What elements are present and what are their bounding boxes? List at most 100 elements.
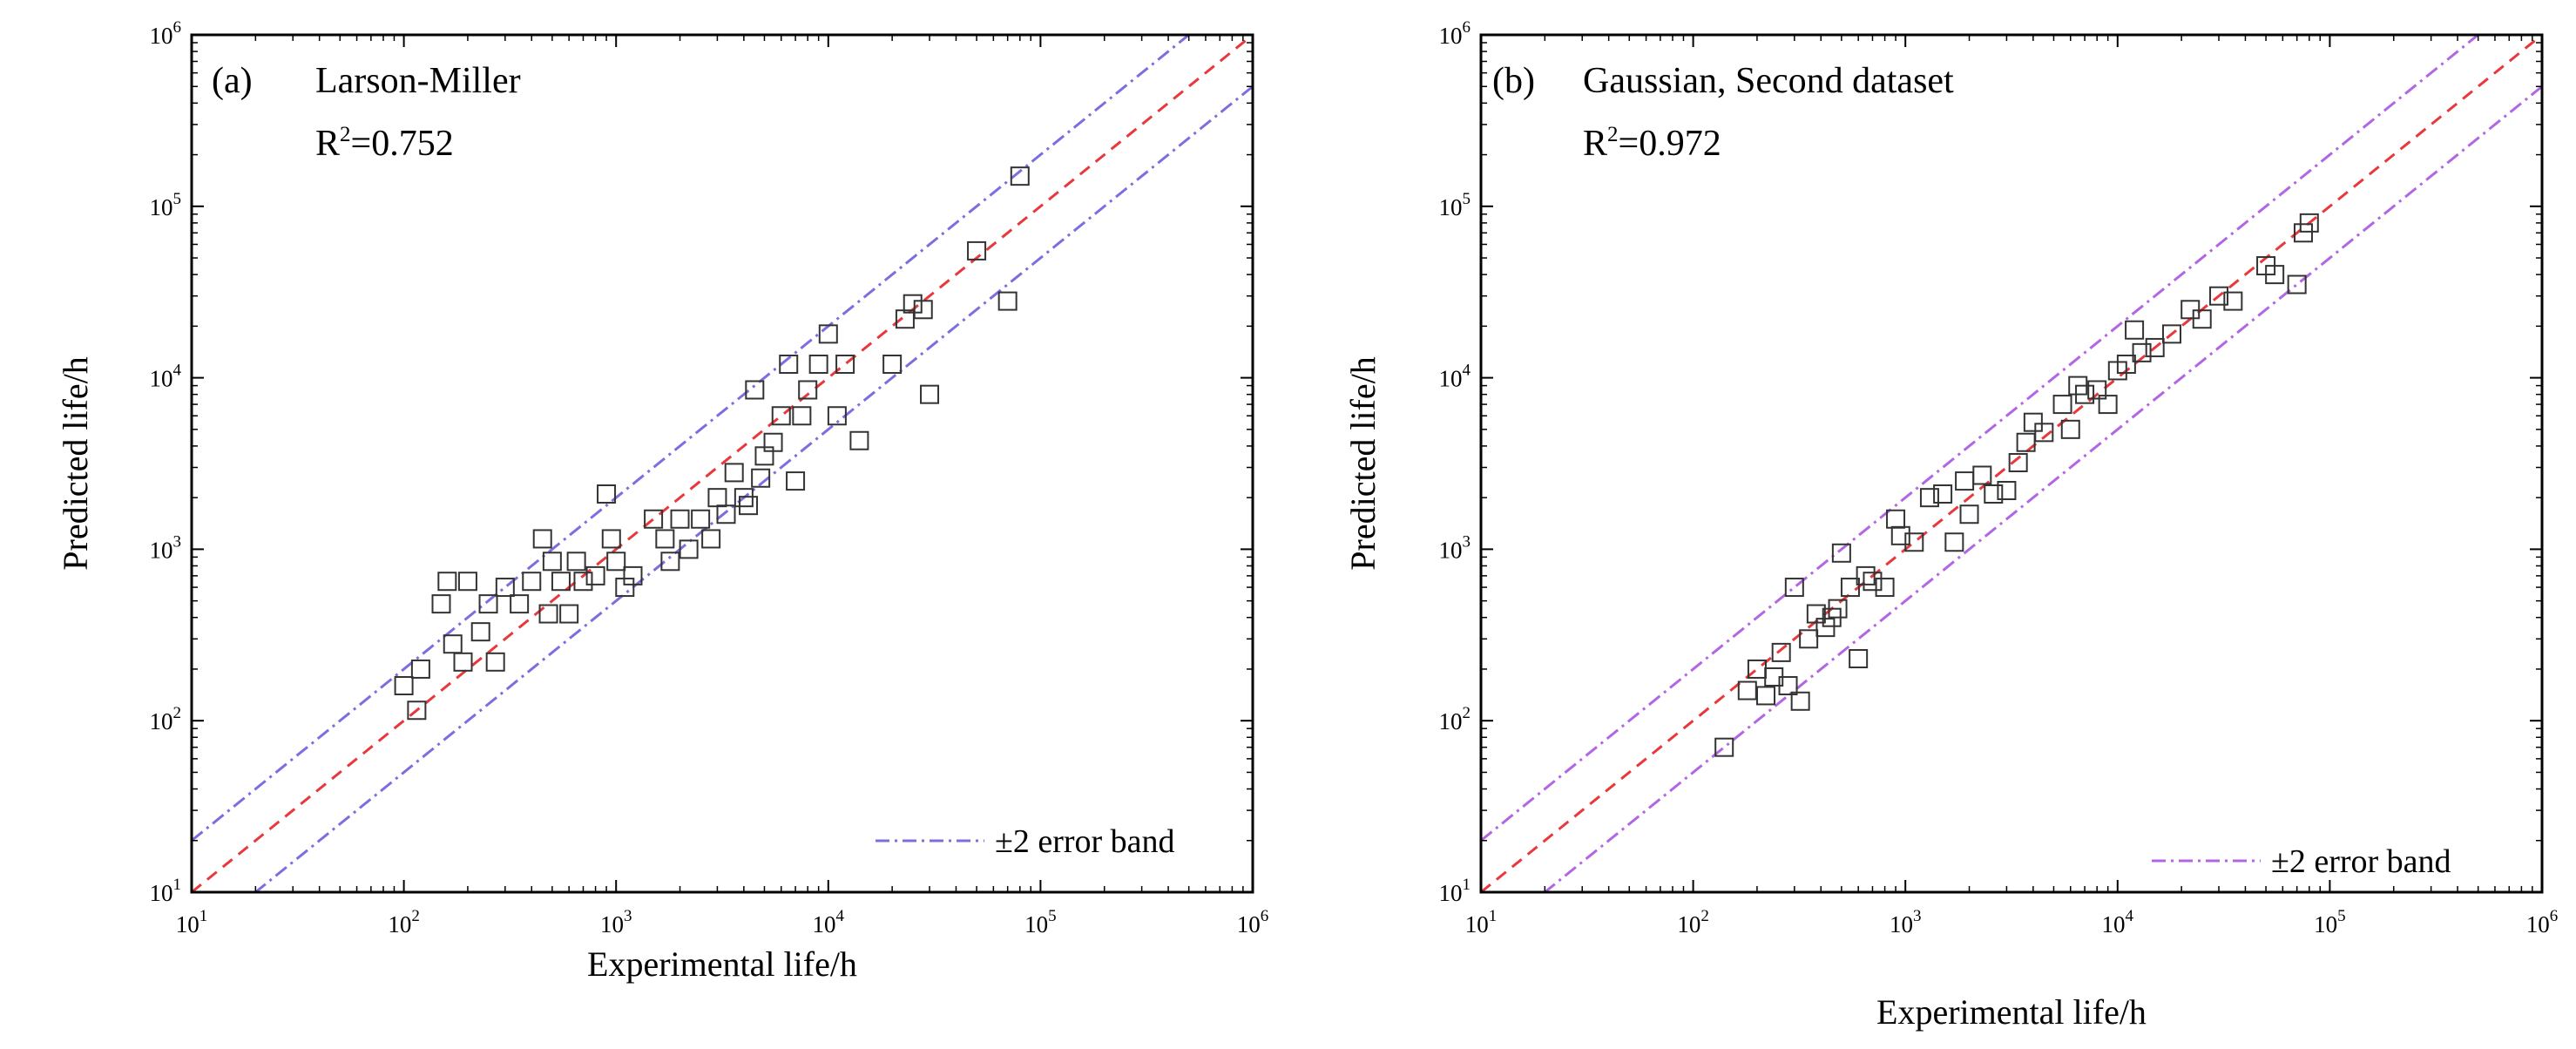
x-axis-title: Experimental life/h <box>1876 992 2147 1032</box>
data-point <box>585 565 605 585</box>
reference-lines <box>1481 35 2542 892</box>
y-axis-title: Predicted life/h <box>56 356 95 570</box>
data-point <box>470 622 490 642</box>
data-point <box>1790 691 1810 711</box>
data-point <box>559 604 579 624</box>
data-point <box>2075 384 2095 404</box>
data-point <box>542 552 562 572</box>
data-point <box>920 384 940 404</box>
data-point <box>1831 543 1851 563</box>
data-point <box>1984 484 2004 504</box>
data-point <box>495 578 515 598</box>
data-point <box>2034 423 2054 443</box>
data-point <box>1904 532 1924 552</box>
data-point <box>1778 676 1798 696</box>
data-points <box>1714 213 2319 757</box>
data-point <box>751 468 771 488</box>
data-point <box>2008 452 2028 472</box>
data-point <box>2145 337 2165 357</box>
data-point <box>670 509 690 529</box>
data-point <box>967 240 987 261</box>
x-tick-label: 106 <box>2526 907 2559 937</box>
data-point <box>1959 504 1979 524</box>
data-point <box>522 572 542 592</box>
data-point <box>2265 265 2285 285</box>
data-point <box>1756 686 1776 706</box>
reference-lines <box>192 35 1253 892</box>
panel-label: (b) <box>1492 61 1535 101</box>
y-tick-label: 104 <box>150 362 182 392</box>
data-point <box>1849 649 1869 669</box>
data-point <box>2192 309 2212 329</box>
data-point <box>407 700 427 721</box>
x-axis-title: Experimental life/h <box>587 944 857 984</box>
data-point <box>818 324 838 344</box>
identity-line <box>192 35 1253 892</box>
data-point <box>1815 618 1836 638</box>
data-point <box>551 572 571 592</box>
data-point <box>644 509 664 529</box>
data-point <box>2223 291 2243 311</box>
data-point <box>2023 412 2043 432</box>
x-tick-label: 105 <box>1024 907 1057 937</box>
error-band-lower <box>1542 85 2542 892</box>
data-point <box>745 380 765 400</box>
error-band-upper <box>192 35 1192 842</box>
data-point <box>2293 223 2313 243</box>
model-name: Gaussian, Second dataset <box>1583 61 1954 101</box>
data-point <box>2060 419 2080 439</box>
data-point <box>478 594 498 614</box>
data-point <box>1863 572 1883 592</box>
x-tick-label: 102 <box>388 907 420 937</box>
data-point <box>882 355 903 375</box>
data-point <box>798 380 818 400</box>
data-point <box>1856 565 1876 585</box>
data-point <box>1784 578 1804 598</box>
x-tick-label: 102 <box>1677 907 1709 937</box>
model-name: Larson-Miller <box>315 61 521 101</box>
data-point <box>660 552 680 572</box>
y-tick-label: 103 <box>1439 532 1471 563</box>
data-point <box>1840 578 1860 598</box>
r-squared: R2=0.752 <box>315 123 454 164</box>
data-point <box>1010 166 1030 186</box>
data-point <box>2161 324 2181 344</box>
data-point <box>457 572 477 592</box>
data-point <box>410 659 430 679</box>
x-tick-label: 104 <box>813 907 845 937</box>
data-point <box>1828 599 1848 619</box>
data-point <box>997 291 1018 311</box>
data-point <box>691 509 711 529</box>
data-point <box>1737 680 1757 700</box>
data-point <box>1997 481 2017 501</box>
y-tick-label: 102 <box>150 704 182 734</box>
r-squared: R2=0.972 <box>1583 123 1721 164</box>
legend-label: ±2 error band <box>2271 843 2451 880</box>
y-tick-label: 103 <box>150 532 182 563</box>
data-point <box>431 594 451 614</box>
data-point <box>2016 432 2036 452</box>
data-point <box>623 565 643 585</box>
data-point <box>2209 286 2229 306</box>
data-point <box>538 604 558 624</box>
data-point <box>453 652 473 672</box>
error-band-lower <box>253 85 1253 892</box>
data-point <box>724 463 744 483</box>
data-point <box>655 529 675 549</box>
data-point <box>2098 395 2118 415</box>
data-point <box>763 432 783 452</box>
data-point <box>835 355 855 375</box>
data-point <box>2299 213 2319 233</box>
data-point <box>679 539 699 559</box>
data-point <box>701 529 721 549</box>
data-point <box>1933 484 1953 504</box>
data-point <box>808 355 828 375</box>
y-tick-label: 101 <box>150 876 182 906</box>
data-point <box>443 634 463 654</box>
y-tick-label: 106 <box>150 18 182 49</box>
data-point <box>771 406 791 426</box>
